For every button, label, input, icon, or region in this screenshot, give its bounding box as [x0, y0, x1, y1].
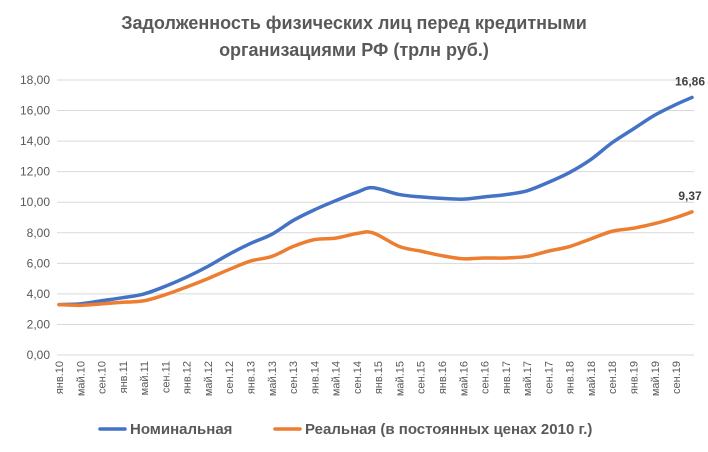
x-tick-label: май.19: [650, 361, 662, 396]
x-tick-label: янв.11: [118, 361, 130, 393]
x-tick-label: сен.13: [288, 361, 300, 394]
x-tick-label: сен.18: [607, 361, 619, 394]
x-tick-label: сен.17: [543, 361, 555, 394]
y-axis: 0,00 2,00 4,00 6,00 8,00 10,00 12,00 14,00 16,00…: [20, 73, 50, 362]
x-tick-label: янв.18: [565, 361, 577, 394]
x-tick-label: янв.14: [309, 361, 321, 394]
x-tick-label: май.16: [458, 361, 470, 396]
chart-title: Задолженность физических лиц перед креди…: [0, 10, 708, 64]
x-tick-label: янв.10: [54, 361, 66, 394]
x-tick-label: сен.11: [160, 361, 172, 393]
x-tick-label: май.15: [394, 361, 406, 396]
gridlines: [57, 79, 694, 356]
chart-title-line-1: Задолженность физических лиц перед креди…: [121, 13, 587, 33]
y-tick-label: 0,00: [27, 348, 51, 362]
x-tick-label: май.18: [586, 361, 598, 396]
x-tick-label: май.12: [203, 361, 215, 396]
x-tick-label: май.10: [75, 361, 87, 396]
data-label-end: 16,86: [675, 74, 705, 88]
x-axis: янв.10 май.10 сен.10 янв.11 май.11 сен.11 янв.…: [54, 361, 683, 396]
x-tick-label: сен.16: [480, 361, 492, 394]
x-tick-label: янв.16: [437, 361, 449, 394]
x-tick-label: сен.14: [352, 361, 364, 394]
y-tick-label: 14,00: [20, 134, 50, 148]
series-line-nominal: [57, 95, 694, 307]
series-lines: [57, 95, 694, 308]
chart-title-line-2: организациями РФ (трлн руб.): [219, 40, 489, 60]
x-tick-label: янв.13: [245, 361, 257, 394]
x-tick-label: сен.15: [416, 361, 428, 394]
y-tick-label: 8,00: [27, 226, 51, 240]
x-tick-label: май.13: [267, 361, 279, 396]
y-tick-label: 6,00: [27, 256, 51, 270]
x-tick-label: май.17: [522, 361, 534, 396]
y-tick-label: 4,00: [27, 287, 51, 301]
legend-label-real: Реальная (в постоянных ценах 2010 г.): [305, 421, 592, 438]
series-line-real: [57, 210, 694, 308]
data-label-end: 9,37: [678, 189, 702, 203]
x-tick-label: сен.10: [97, 361, 109, 394]
legend-label-nominal: Номинальная: [130, 421, 232, 438]
y-tick-label: 2,00: [27, 317, 51, 331]
x-tick-label: янв.15: [373, 361, 385, 394]
y-tick-label: 18,00: [20, 73, 50, 87]
legend: Номинальная Реальная (в постоянных ценах …: [98, 421, 592, 438]
x-tick-label: янв.19: [628, 361, 640, 394]
x-tick-label: май.11: [139, 361, 151, 395]
y-tick-label: 10,00: [20, 195, 50, 209]
y-tick-label: 12,00: [20, 165, 50, 179]
x-tick-label: сен.12: [224, 361, 236, 394]
y-tick-label: 16,00: [20, 104, 50, 118]
x-tick-label: май.14: [331, 361, 343, 396]
x-tick-label: янв.17: [501, 361, 513, 394]
data-labels: 16,86 9,37: [675, 74, 705, 202]
x-tick-label: янв.12: [182, 361, 194, 394]
x-tick-label: сен.19: [671, 361, 683, 394]
